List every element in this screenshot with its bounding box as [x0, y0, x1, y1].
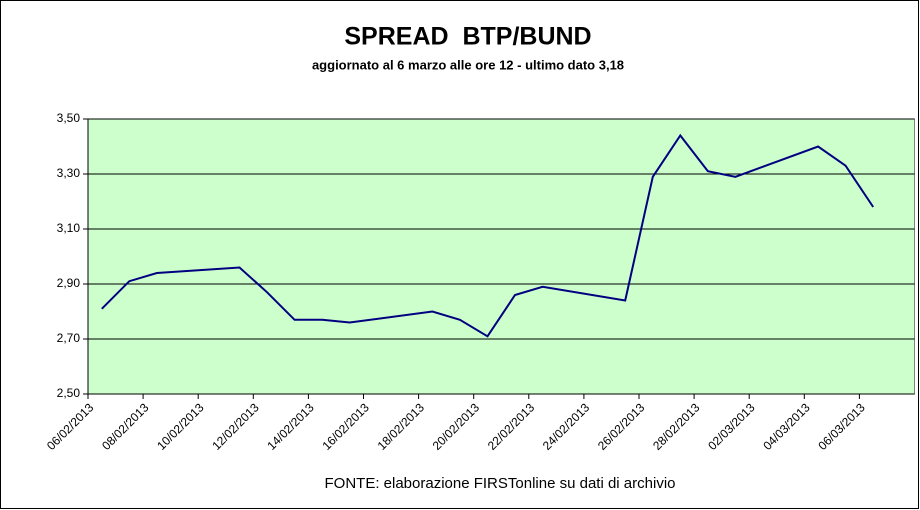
y-tick-label: 2,70 — [57, 331, 81, 345]
y-tick-label: 3,50 — [57, 111, 81, 125]
chart-subtitle: aggiornato al 6 marzo alle ore 12 - ulti… — [312, 57, 624, 72]
y-tick-label: 2,90 — [57, 276, 81, 290]
chart-title: SPREAD BTP/BUND — [344, 23, 591, 51]
y-tick-label: 3,10 — [57, 221, 81, 235]
y-tick-label: 3,30 — [57, 166, 81, 180]
data-line — [101, 133, 875, 338]
y-tick-label: 2,50 — [57, 386, 81, 400]
plot-area — [87, 118, 915, 395]
x-axis-label: FONTE: elaborazione FIRSTonline su dati … — [325, 475, 676, 492]
